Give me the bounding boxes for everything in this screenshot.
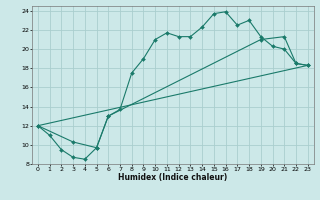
X-axis label: Humidex (Indice chaleur): Humidex (Indice chaleur): [118, 173, 228, 182]
